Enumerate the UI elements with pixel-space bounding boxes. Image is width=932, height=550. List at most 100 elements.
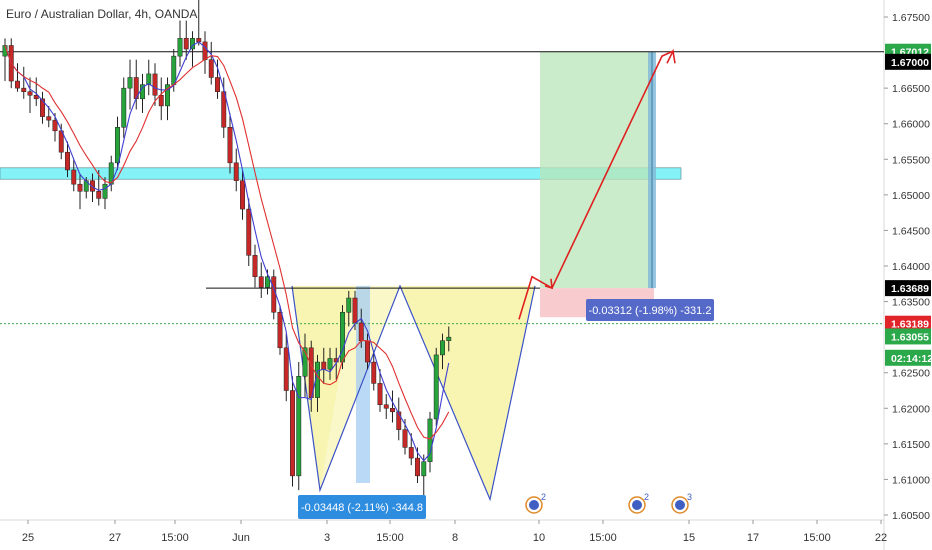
candle-body-48 — [302, 347, 308, 377]
x-tick-label-12: 22 — [875, 532, 887, 544]
badge-bid-text: 1.63055 — [891, 331, 929, 343]
candle-body-10 — [65, 151, 70, 171]
x-tick-label-8: 15:00 — [589, 532, 617, 544]
candle-body-15 — [96, 191, 102, 199]
candle-body-71 — [446, 336, 452, 341]
x-tick-label-9: 15 — [683, 532, 695, 544]
x-tick-label-11: 15:00 — [803, 532, 831, 544]
candle-body-2 — [15, 80, 20, 89]
y-tick-label-10: 1.61500 — [892, 439, 930, 451]
candle-body-65 — [408, 447, 414, 459]
pattern-right-shoulder — [400, 285, 535, 500]
candle-body-59 — [371, 361, 377, 384]
x-tick-label-10: 17 — [747, 532, 759, 544]
candle-body-51 — [321, 361, 327, 370]
profit-zone — [540, 51, 654, 289]
candle-body-7 — [46, 116, 52, 121]
candle-body-35 — [221, 91, 227, 128]
badge-neckline-text: 1.63689 — [891, 283, 929, 295]
measure-label-left: -0.03448 (-2.11%) -344.8 — [298, 495, 426, 519]
badge-current: 1.63189 — [885, 315, 931, 332]
candle-body-60 — [377, 383, 383, 405]
measure-label-right-bg — [586, 299, 714, 321]
projection-arrow-head — [666, 48, 676, 64]
y-tick-label-3: 1.65500 — [892, 154, 930, 166]
candle-body-43 — [271, 276, 277, 313]
candle-body-4 — [27, 91, 33, 96]
badge-countdown-bg — [885, 349, 931, 366]
badge-neckline-bg — [885, 280, 931, 297]
candle-body-16 — [102, 183, 108, 199]
candles — [2, 0, 452, 498]
x-tick-label-4: 3 — [324, 532, 330, 544]
candle-body-37 — [233, 162, 239, 181]
candle-body-61 — [383, 404, 389, 409]
x-tick-label-5: 15:00 — [376, 532, 404, 544]
x-tick-label-0: 25 — [22, 532, 34, 544]
candle-body-32 — [202, 41, 208, 60]
event-marker-0: 2 — [525, 492, 546, 514]
candle-body-64 — [402, 429, 408, 448]
candle-body-34 — [215, 77, 220, 92]
badge-level: 1.67000 — [885, 53, 931, 70]
candle-body-45 — [283, 347, 289, 391]
event-marker-count-1: 2 — [644, 492, 649, 502]
candle-body-39 — [246, 208, 252, 256]
y-axis-ticks: 1.67500 1.66500 1.66000 1.65500 1.65000 1.645… — [884, 12, 930, 522]
x-tick-label-7: 10 — [533, 532, 545, 544]
measure-column-left — [356, 285, 370, 483]
chart-title: Euro / Australian Dollar, 4h, OANDA — [6, 7, 198, 21]
candle-body-33 — [208, 59, 214, 78]
candle-body-62 — [390, 408, 395, 413]
badge-neckline: 1.63689 — [885, 280, 931, 297]
candle-body-20 — [127, 77, 133, 89]
badge-level-text: 1.67000 — [891, 57, 929, 69]
y-tick-label-11: 1.61000 — [892, 474, 930, 486]
candle-body-57 — [358, 322, 364, 341]
badge-bid: 1.63055 — [885, 328, 931, 345]
candle-body-28 — [177, 38, 183, 57]
x-tick-label-2: 15:00 — [161, 532, 189, 544]
candle-body-6 — [40, 98, 45, 117]
candle-body-68 — [427, 418, 433, 462]
event-marker-count-2: 3 — [687, 492, 692, 502]
event-marker-dot-1 — [632, 500, 642, 510]
candle-body-63 — [396, 411, 402, 430]
y-tick-label-12: 1.60500 — [892, 510, 930, 522]
pattern-outline — [291, 284, 536, 502]
y-tick-label-6: 1.64000 — [892, 261, 930, 273]
candle-body-14 — [90, 180, 95, 192]
candle-body-66 — [415, 457, 420, 477]
candle-body-18 — [115, 127, 120, 164]
event-markers: 2 2 3 — [525, 492, 692, 514]
event-marker-dot-2 — [675, 500, 685, 510]
badge-countdown-text: 02:14:12 — [891, 353, 932, 365]
resistance-zone — [0, 167, 682, 180]
badge-current-text: 1.63189 — [891, 319, 929, 331]
y-tick-label-2: 1.66000 — [892, 119, 930, 131]
badge-current-bg — [885, 315, 931, 332]
pattern-left-shoulder — [292, 285, 355, 491]
event-marker-count-0: 2 — [541, 492, 546, 502]
x-tick-label-3: Jun — [232, 532, 250, 544]
y-tick-label-5: 1.64500 — [892, 225, 930, 237]
x-tick-label-6: 8 — [452, 532, 458, 544]
candle-body-67 — [421, 461, 427, 477]
candle-body-46 — [290, 390, 295, 477]
candle-body-29 — [183, 38, 189, 50]
candle-body-8 — [52, 119, 58, 132]
projection-arrow-dip — [544, 278, 553, 290]
measure-label-right: -0.03312 (-1.98%) -331.2 — [586, 299, 714, 321]
x-tick-label-1: 27 — [109, 532, 121, 544]
event-marker-dot-0 — [529, 500, 539, 510]
candle-body-11 — [71, 169, 77, 185]
measure-label-left-text: -0.03448 (-2.11%) -344.8 — [301, 502, 423, 514]
candle-body-56 — [352, 297, 358, 324]
candle-body-69 — [433, 354, 439, 420]
candle-body-19 — [121, 87, 127, 128]
candle-body-23 — [146, 73, 152, 85]
badge-level-bg — [885, 53, 931, 70]
candle-body-47 — [296, 376, 302, 477]
candle-body-42 — [265, 276, 270, 288]
